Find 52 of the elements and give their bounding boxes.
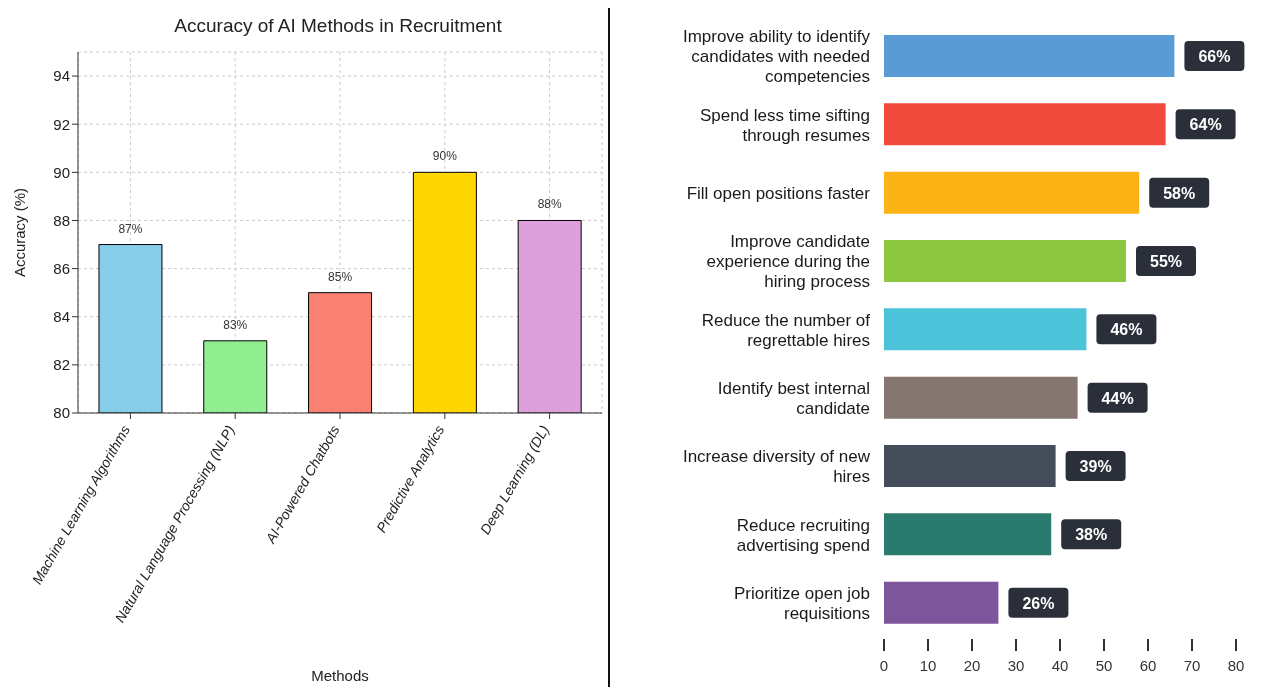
y-tick-label: Fill open positions faster	[686, 183, 871, 203]
data-label: 85%	[328, 269, 353, 284]
bar	[884, 376, 1078, 419]
bar	[884, 444, 1056, 487]
x-tick-label: 70	[1183, 657, 1201, 674]
bar	[884, 103, 1166, 146]
x-tick-label: 20	[963, 657, 981, 674]
x-tick-label: 50	[1095, 657, 1113, 674]
bar	[884, 34, 1175, 77]
x-axis-title: Methods	[311, 667, 369, 684]
bar	[884, 513, 1052, 556]
y-tick-label: 92	[53, 115, 70, 133]
y-tick-label: Prioritize open job requisitions	[733, 583, 870, 623]
data-label: 55%	[1149, 252, 1183, 270]
y-tick-label: 90	[53, 163, 70, 181]
y-tick-label: Spend less time sifting through resumes	[699, 105, 870, 145]
y-tick-label: Reduce the number of regrettable hires	[701, 310, 871, 350]
y-tick-label: 80	[53, 404, 70, 422]
data-label: 66%	[1198, 47, 1231, 65]
y-tick-label: Increase diversity of new hires	[682, 447, 871, 487]
x-tick-label: 0	[879, 657, 889, 674]
bar	[884, 239, 1126, 282]
x-tick-label: 80	[1227, 657, 1245, 674]
bar	[884, 581, 999, 624]
data-label: 26%	[1022, 594, 1055, 612]
y-tick-label: Reduce recruiting advertising spend	[736, 515, 870, 555]
y-tick-label: Identify best internal candidate	[717, 378, 870, 418]
x-tick-label: 30	[1007, 657, 1025, 674]
bar	[884, 308, 1087, 351]
y-tick-label: Improve ability to identify candidates with needed competencies	[682, 27, 871, 87]
y-tick-label: 88	[53, 211, 70, 229]
y-tick-label: 82	[53, 356, 70, 374]
x-tick-label: 10	[919, 657, 937, 674]
data-label: 87%	[118, 221, 143, 236]
y-tick-label: 86	[53, 259, 70, 277]
data-label: 58%	[1163, 184, 1196, 202]
data-label: 90%	[432, 149, 458, 164]
y-tick-label: 94	[53, 67, 70, 85]
data-label: 38%	[1075, 526, 1108, 544]
x-tick-label: 40	[1051, 657, 1069, 674]
data-label: 83%	[223, 317, 248, 332]
y-axis-title: Accuracy (%)	[11, 187, 29, 278]
data-label: 46%	[1110, 321, 1143, 339]
data-label: 44%	[1101, 389, 1134, 407]
bar	[884, 171, 1140, 214]
x-tick-label: 60	[1139, 657, 1157, 674]
data-label: 64%	[1189, 116, 1222, 134]
chart-title: Accuracy of AI Methods in Recruitment	[173, 14, 503, 38]
y-tick-label: Improve candidate experience during the hiring process	[706, 232, 870, 292]
data-label: 88%	[537, 197, 562, 212]
data-label: 39%	[1079, 457, 1112, 475]
y-tick-label: 84	[53, 308, 70, 326]
